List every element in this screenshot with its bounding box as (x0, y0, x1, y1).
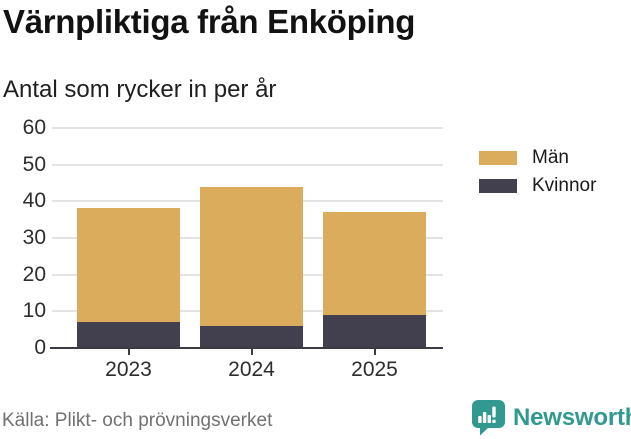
x-tick-label-2025: 2025 (351, 358, 398, 381)
x-tick-2024 (250, 349, 253, 355)
bar-segment-kvinnor-2025 (323, 315, 426, 348)
source-note: Källa: Plikt- och prövningsverket (2, 410, 273, 431)
x-axis-line (50, 347, 443, 349)
bar-segment-män-2024 (200, 187, 303, 326)
plot-area (52, 127, 443, 348)
gridline-y60 (52, 127, 443, 129)
bar-2023 (77, 208, 180, 348)
bar-2024 (200, 187, 303, 348)
x-tick-2025 (373, 349, 376, 355)
bar-segment-män-2025 (323, 212, 426, 315)
x-tick-label-2024: 2024 (228, 358, 275, 381)
newsworthy-logo-text: Newsworthy (513, 403, 631, 431)
y-tick-label: 40 (22, 189, 46, 213)
y-tick-label: 50 (22, 152, 46, 176)
chart-subtitle: Antal som rycker in per år (3, 76, 277, 103)
y-tick-label: 30 (22, 226, 46, 249)
bar-2025 (323, 212, 426, 348)
gridline-y50 (52, 163, 443, 166)
y-tick-label: 20 (22, 262, 46, 286)
legend-item-kvinnor: Kvinnor (479, 172, 596, 200)
bar-segment-män-2023 (77, 208, 180, 322)
y-tick-label: 10 (22, 299, 46, 323)
y-tick-label: 60 (22, 116, 46, 139)
chart-title: Värnpliktiga från Enköping (3, 3, 416, 40)
newsworthy-logo-icon (472, 400, 505, 436)
legend-item-mn: Män (479, 144, 596, 172)
newsworthy-logo: Newsworthy (471, 399, 631, 436)
legend-label: Kvinnor (532, 175, 597, 196)
legend-swatch-mn (479, 151, 517, 165)
legend-swatch-kvinnor (479, 179, 517, 193)
y-tick-label: 0 (34, 336, 46, 359)
x-tick-label-2023: 2023 (105, 358, 152, 381)
x-tick-2023 (127, 349, 130, 355)
bar-segment-kvinnor-2024 (200, 326, 303, 348)
legend-label: Män (532, 147, 569, 168)
bar-segment-kvinnor-2023 (77, 322, 180, 348)
legend: Män Kvinnor (479, 144, 596, 200)
